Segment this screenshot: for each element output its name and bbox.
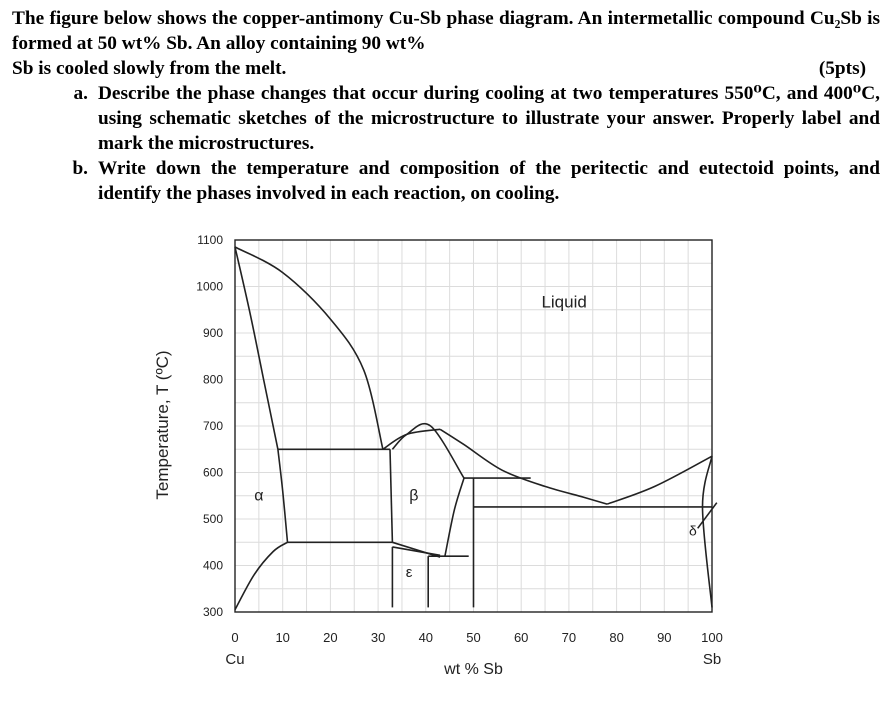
y-tick-labels: 1100 1000 900 800 700 600 500 400 300 (196, 233, 223, 619)
boundary-beta-right-lower (444, 477, 465, 557)
y-tick-label: 500 (203, 512, 223, 526)
phase-label-delta: δ (689, 522, 697, 538)
y-tick-label: 700 (203, 419, 223, 433)
part-letter: b. (72, 158, 88, 179)
y-tick-label: 400 (203, 559, 223, 573)
question-intro-last: Sb is cooled slowly from the melt. (12, 58, 287, 79)
x-tick-label: 60 (514, 630, 528, 645)
x-tick-label: 0 (231, 630, 238, 645)
phase-label-alpha: α (254, 487, 263, 504)
boundary-beta-left (389, 449, 394, 543)
question-points: (5pts) (818, 58, 866, 79)
boundary-alpha-eps-lower (234, 541, 288, 611)
x-tick-label: 80 (609, 630, 623, 645)
x-axis-label: wt % Sb (443, 661, 503, 678)
boundary-delta-pointer (697, 502, 718, 529)
boundary-liquidus-beta-left (382, 428, 441, 450)
question-part-a: a. Describe the phase changes that occur… (12, 81, 880, 156)
phase-label-epsilon: ε (406, 564, 413, 581)
x-tick-label: 70 (562, 630, 576, 645)
question-text: The figure below shows the copper-antimo… (12, 6, 880, 206)
question-intro-last-line: Sb is cooled slowly from the melt. (5pts… (12, 56, 880, 81)
y-tick-label: 600 (203, 466, 223, 480)
phase-label-beta: β (409, 487, 418, 504)
part-letter: a. (73, 83, 88, 104)
x-tick-label: 100 (701, 630, 723, 645)
phase-label-liquid: Liquid (541, 292, 586, 311)
boundary-beta-eps-left (392, 541, 441, 558)
x-tick-label: 40 (419, 630, 433, 645)
x-tick-label: 90 (657, 630, 671, 645)
y-tick-label: 300 (203, 605, 223, 619)
question-intro: The figure below shows the copper-antimo… (12, 8, 880, 54)
boundary-liquidus-alpha (234, 246, 384, 450)
y-tick-label: 900 (203, 326, 223, 340)
x-tick-labels: 0 10 20 30 40 50 60 70 80 90 100 (231, 630, 722, 645)
x-left-end-label: Cu (225, 651, 244, 668)
plot-frame (234, 239, 713, 613)
boundary-solidus-alpha (234, 246, 279, 450)
y-tick-label: 1000 (196, 280, 223, 294)
boundary-sb-liquidus (606, 455, 713, 505)
x-tick-label: 10 (275, 630, 289, 645)
part-text: Describe the phase changes that occur du… (98, 83, 880, 154)
boundary-alpha-solvus (277, 449, 289, 543)
question-part-b: b. Write down the temperature and compos… (12, 156, 880, 206)
boundary-delta-solvus (701, 456, 713, 608)
y-axis-label: Temperature, T (ºC) (153, 350, 172, 499)
part-text: Write down the temperature and compositi… (98, 158, 880, 204)
boundary-liquidus-beta-right (439, 428, 608, 505)
boundary-beta-inner (391, 422, 465, 479)
boundary-beta-eps-mid (392, 546, 441, 557)
x-tick-label: 50 (466, 630, 480, 645)
x-tick-label: 20 (323, 630, 337, 645)
x-right-end-label: Sb (703, 651, 721, 668)
y-tick-label: 1100 (197, 233, 223, 247)
y-tick-label: 800 (203, 373, 223, 387)
x-tick-label: 30 (371, 630, 385, 645)
phase-boundaries (234, 246, 718, 611)
